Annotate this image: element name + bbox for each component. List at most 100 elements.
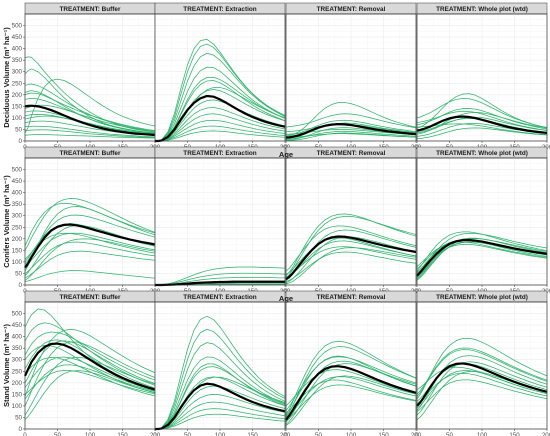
- y-tick-label: 0: [19, 282, 23, 289]
- row-y-axis-titles: Deciduous Volume (m³ ha⁻¹) Conifers Volum…: [2, 27, 11, 407]
- facet-strip-label: TREATMENT: Whole plot (wtd): [436, 6, 528, 13]
- mean-line: [155, 280, 285, 287]
- plot-lines: [155, 315, 286, 430]
- plot-line: [416, 108, 548, 130]
- plot-line: [285, 216, 417, 279]
- y-tick-label: 200: [12, 380, 23, 387]
- plot-lines: [416, 93, 548, 140]
- plot-line: [24, 97, 156, 134]
- plot-line: [285, 119, 417, 136]
- y-tick-label: 250: [12, 224, 23, 231]
- facet-strip-label: TREATMENT: Buffer: [60, 150, 121, 157]
- facet-strip-label: TREATMENT: Whole plot (wtd): [436, 150, 528, 157]
- plot-line: [24, 356, 156, 392]
- facet-strip-label: TREATMENT: Removal: [317, 294, 386, 301]
- plot-line: [416, 379, 548, 412]
- x-tick-label: 0: [153, 432, 157, 436]
- mean-line: [416, 238, 548, 277]
- mean-line: [416, 115, 548, 135]
- plot-line: [24, 250, 156, 279]
- plot-line: [285, 240, 417, 280]
- plot-line: [416, 238, 548, 281]
- plot-line: [24, 78, 156, 134]
- y-tick-label: 300: [12, 213, 23, 220]
- plot-line: [24, 241, 156, 274]
- plot-line: [24, 238, 156, 281]
- plot-line: [24, 83, 156, 132]
- y-tick-label: 250: [12, 80, 23, 87]
- y-tick-label: 150: [12, 391, 23, 398]
- mean-line: [155, 94, 286, 143]
- plot-line: [24, 232, 156, 267]
- x-tick-label: 100: [346, 432, 357, 436]
- y-axis-ticks: 0 50 100 150 200 250 300 350 400 450 500: [12, 23, 25, 145]
- y-tick-label: 450: [12, 34, 23, 41]
- plot-line: [416, 361, 548, 416]
- plot-line: [285, 225, 417, 272]
- plot-line: [155, 76, 286, 142]
- plot-line: [285, 113, 417, 129]
- x-axis-title: Age: [279, 150, 293, 159]
- plot-line: [155, 328, 286, 430]
- mean-line: [285, 123, 417, 139]
- plot-line: [24, 270, 156, 282]
- plot-line: [285, 246, 417, 278]
- facet-strip-label: TREATMENT: Extraction: [183, 294, 256, 301]
- y-tick-label: 300: [12, 357, 23, 364]
- plot-line: [285, 251, 417, 282]
- y-axis-title: Deciduous Volume (m³ ha⁻¹): [2, 27, 11, 128]
- plot-line: [416, 337, 548, 400]
- y-tick-label: 50: [15, 414, 22, 421]
- x-tick-label: 150: [247, 432, 258, 436]
- plot-line: [24, 92, 156, 131]
- facet-panel-r2-c3: TREATMENT: Whole plot (wtd) 0 50 100 150 200: [415, 290, 550, 436]
- plot-lines: [285, 340, 417, 426]
- plot-lines: [155, 39, 286, 142]
- plot-line: [416, 127, 548, 140]
- x-axis-ticks: 0 50 100 150 200: [415, 429, 550, 436]
- plot-line: [285, 130, 417, 140]
- facet-panel-r2-c1: TREATMENT: Extraction 0 50 100 150 200: [153, 290, 291, 436]
- plot-lines: [24, 198, 156, 282]
- plot-line: [155, 342, 286, 430]
- plot-line: [24, 369, 156, 395]
- plot-line: [155, 66, 286, 142]
- x-tick-label: 200: [411, 144, 422, 151]
- plot-lines: [416, 337, 548, 421]
- mean-line: [24, 104, 156, 137]
- x-tick-label: 200: [411, 288, 422, 295]
- plot-line: [416, 110, 548, 131]
- plot-line: [24, 206, 156, 272]
- x-tick-label: 50: [184, 432, 191, 436]
- x-tick-label: 50: [446, 432, 453, 436]
- facet-strip-label: TREATMENT: Removal: [317, 6, 386, 13]
- x-tick-label: 0: [284, 432, 288, 436]
- plot-line: [155, 315, 286, 430]
- y-tick-label: 0: [19, 426, 23, 433]
- gridlines: [154, 158, 286, 286]
- y-tick-label: 350: [12, 57, 23, 64]
- x-tick-label: 200: [542, 432, 550, 436]
- mean-line: [24, 223, 156, 269]
- x-tick-label: 0: [23, 432, 27, 436]
- plot-line: [24, 214, 156, 265]
- y-tick-label: 400: [12, 190, 23, 197]
- y-tick-label: 350: [12, 345, 23, 352]
- y-axis-ticks: 0 50 100 150 200 250 300 350 400 450 500: [12, 311, 25, 433]
- plot-line: [24, 370, 156, 421]
- plot-line: [416, 98, 548, 128]
- plot-line: [285, 363, 417, 425]
- facet-panels: TREATMENT: Buffer 0 50 100 150 200 0 50 100 150 20…: [12, 2, 550, 436]
- y-tick-label: 100: [12, 115, 23, 122]
- y-tick-label: 400: [12, 334, 23, 341]
- plot-line: [155, 130, 286, 142]
- y-tick-label: 300: [12, 69, 23, 76]
- plot-line: [24, 134, 155, 139]
- plot-line: [416, 116, 548, 134]
- mean-line: [416, 362, 548, 407]
- mean-line: [24, 342, 156, 391]
